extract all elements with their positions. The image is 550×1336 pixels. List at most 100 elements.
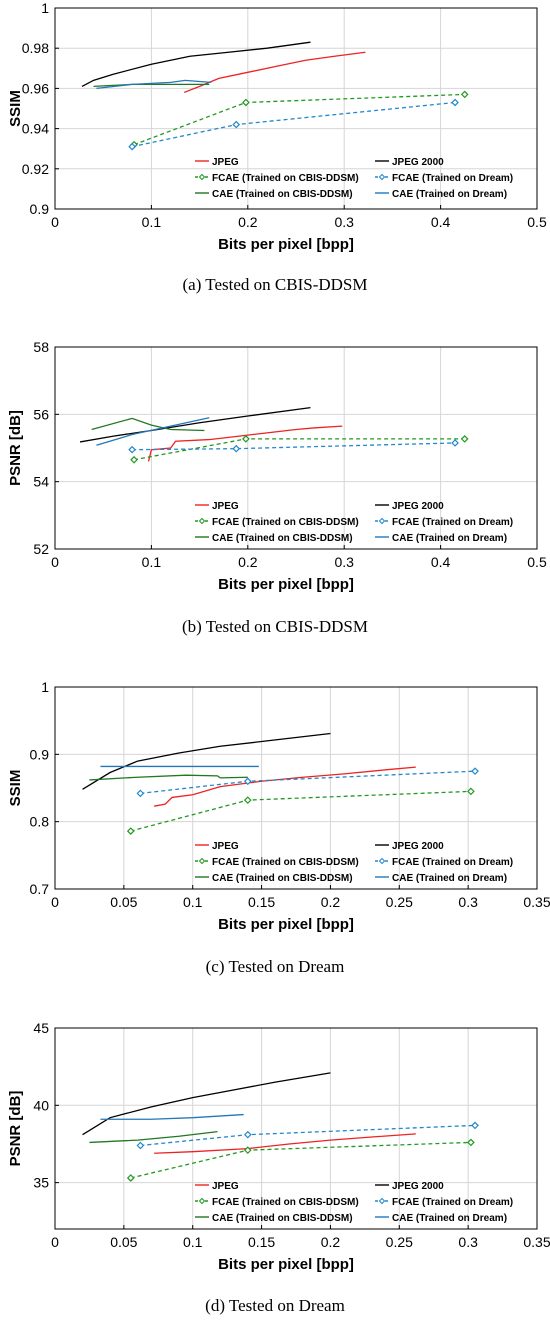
x-tick-label: 0.5 [527, 554, 547, 570]
data-point-marker [451, 439, 459, 447]
legend-entry: FCAE (Trained on CBIS-DDSM) [212, 173, 359, 184]
x-tick-label: 0 [51, 214, 59, 230]
x-tick-label: 0.3 [334, 214, 354, 230]
y-tick-label: 1 [41, 679, 49, 695]
x-tick-label: 0.35 [523, 894, 550, 910]
x-tick-label: 0.3 [458, 1234, 478, 1250]
data-point-marker [471, 767, 479, 776]
axes-frame [54, 7, 538, 210]
data-point-marker [232, 444, 241, 453]
y-tick-label: 52 [33, 541, 49, 557]
x-axis-label: Bits per pixel [bpp] [218, 236, 354, 253]
data-point-marker [126, 827, 135, 835]
legend-entry: JPEG [212, 157, 239, 168]
series-line-3 [130, 1141, 471, 1179]
x-tick-label: 0 [51, 1234, 59, 1250]
legend-entry: JPEG 2000 [392, 501, 444, 512]
y-tick-label: 58 [33, 339, 49, 355]
x-tick-label: 0.5 [527, 214, 547, 230]
series-line-2 [82, 732, 331, 790]
legend-marker [198, 857, 206, 865]
data-point-marker [128, 142, 136, 151]
legend-entry: JPEG [212, 501, 239, 512]
figure-caption: (c) Tested on Dream [206, 957, 345, 976]
series-line-3 [133, 93, 465, 146]
x-axis-label: Bits per pixel [bpp] [218, 576, 354, 593]
data-point-marker [242, 435, 250, 443]
legend-marker [198, 173, 206, 181]
x-axis-label: Bits per pixel [bpp] [218, 916, 354, 933]
legend-entry: FCAE (Trained on CBIS-DDSM) [212, 517, 359, 528]
legend-entry: JPEG 2000 [392, 157, 444, 168]
x-tick-label: 0.2 [238, 214, 258, 230]
y-tick-label: 0.7 [30, 881, 50, 897]
axes-frame [54, 686, 538, 890]
x-tick-label: 0.05 [110, 1234, 137, 1250]
y-tick-label: 54 [33, 474, 49, 490]
legend-entry: FCAE (Trained on Dream) [392, 857, 513, 868]
data-point-marker [467, 1138, 475, 1147]
legend-entry: FCAE (Trained on Dream) [392, 517, 513, 528]
series-line-2 [82, 1072, 331, 1136]
series-line-4 [131, 101, 456, 148]
y-axis-label: SSIM [7, 770, 24, 807]
legend-entry: CAE (Trained on Dream) [392, 873, 507, 884]
legend-entry: FCAE (Trained on Dream) [392, 173, 513, 184]
legend-entry: FCAE (Trained on CBIS-DDSM) [212, 857, 359, 868]
x-tick-label: 0.25 [386, 894, 413, 910]
y-tick-label: 0.9 [30, 201, 50, 217]
y-tick-label: 0.98 [22, 40, 49, 56]
y-tick-label: 0.92 [22, 161, 49, 177]
figure-caption: (a) Tested on CBIS-DDSM [182, 275, 367, 294]
data-point-marker [130, 455, 138, 464]
series-line-2 [79, 406, 311, 443]
data-point-marker [136, 1141, 145, 1150]
y-tick-label: 40 [33, 1097, 49, 1113]
x-tick-label: 0 [51, 554, 59, 570]
x-tick-label: 0.05 [110, 894, 137, 910]
series-line-1 [147, 425, 343, 462]
series-line-5 [91, 417, 205, 432]
legend-entry: CAE (Trained on Dream) [392, 533, 507, 544]
y-tick-label: 0.94 [22, 121, 49, 137]
legend-entry: CAE (Trained on CBIS-DDSM) [212, 873, 353, 884]
y-tick-label: 0.8 [30, 814, 50, 830]
legend-entry: JPEG 2000 [392, 841, 444, 852]
legend-marker [378, 517, 386, 525]
series-line-3 [130, 790, 471, 832]
y-tick-label: 45 [33, 1020, 49, 1036]
x-tick-label: 0.25 [386, 1234, 413, 1250]
x-tick-label: 0.3 [334, 554, 354, 570]
y-tick-label: 0.9 [30, 746, 50, 762]
legend-marker [198, 517, 206, 525]
legend-entry: CAE (Trained on Dream) [392, 1213, 507, 1224]
legend-marker [198, 1197, 206, 1205]
x-axis-label: Bits per pixel [bpp] [218, 1256, 354, 1273]
figure-caption: (b) Tested on CBIS-DDSM [182, 617, 368, 636]
chart-panel-2: 0 0.1 0.2 0.3 0.4 0.5 52 54 56 58 Bits per pixel [… [7, 339, 547, 636]
x-tick-label: 0.15 [248, 894, 275, 910]
data-point-marker [471, 1121, 479, 1130]
figure-caption: (d) Tested on Dream [205, 1296, 345, 1315]
legend-marker [378, 173, 386, 181]
series-line-5 [93, 83, 210, 88]
x-tick-label: 0.4 [431, 554, 451, 570]
axes-frame [54, 1027, 538, 1230]
x-tick-label: 0.35 [523, 1234, 550, 1250]
series-line-4 [132, 442, 456, 451]
data-point-marker [136, 789, 145, 798]
series-line-4 [140, 770, 476, 795]
legend-entry: FCAE (Trained on Dream) [392, 1197, 513, 1208]
y-axis-label: SSIM [7, 90, 24, 127]
legend-marker [378, 1197, 386, 1205]
data-point-marker [451, 98, 459, 107]
x-tick-label: 0.1 [142, 554, 162, 570]
y-tick-label: 1 [41, 0, 49, 16]
data-point-marker [243, 1130, 252, 1139]
x-tick-label: 0.15 [248, 1234, 275, 1250]
data-point-marker [243, 777, 252, 786]
series-line-1 [154, 1133, 416, 1154]
data-point-marker [232, 120, 241, 129]
x-tick-label: 0.3 [458, 894, 478, 910]
